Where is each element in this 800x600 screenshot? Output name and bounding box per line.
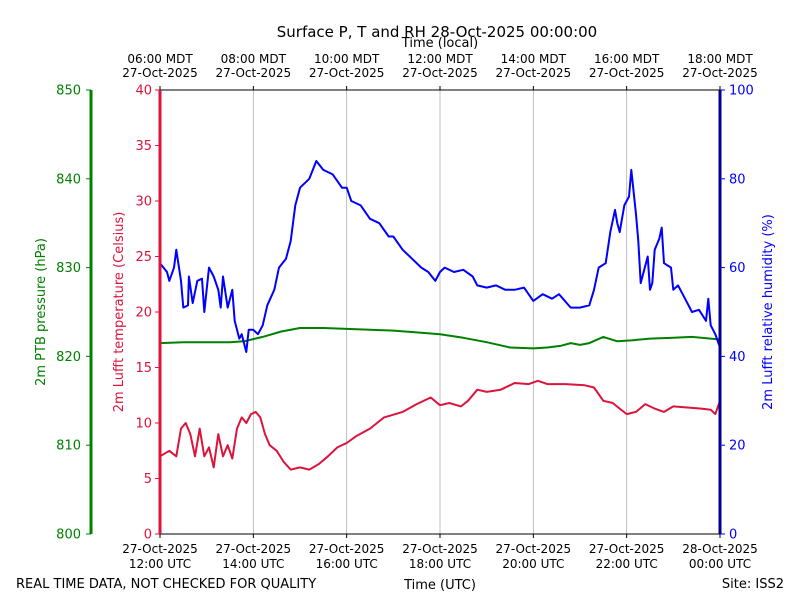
local-tick-time: 12:00 MDT	[407, 52, 473, 66]
utc-tick-date: 28-Oct-2025	[682, 542, 758, 556]
local-tick-date: 27-Oct-2025	[216, 66, 292, 80]
utc-tick-time: 16:00 UTC	[316, 557, 378, 571]
humidity-tick-label: 100	[729, 84, 754, 99]
series-layer	[159, 160, 721, 471]
utc-tick-date: 27-Oct-2025	[589, 542, 665, 556]
local-tick-date: 27-Oct-2025	[122, 66, 198, 80]
humidity-tick-label: 0	[729, 528, 737, 543]
humidity-axis: 0 20 40 60 80 100	[718, 84, 754, 543]
site-label: Site: ISS2	[722, 577, 784, 592]
temperature-tick-label: 25	[135, 250, 152, 265]
temperature-tick-label: 10	[135, 417, 152, 432]
utc-tick-time: 22:00 UTC	[596, 557, 658, 571]
utc-tick-time: 18:00 UTC	[409, 557, 471, 571]
utc-tick-time: 20:00 UTC	[502, 557, 564, 571]
pressure-axis: 800 810 820 830 840 850	[56, 84, 93, 543]
local-tick-time: 16:00 MDT	[594, 52, 660, 66]
pressure-tick-label: 820	[56, 350, 81, 365]
pressure-axis-label: 2m PTB pressure (hPa)	[34, 238, 49, 386]
local-tick-date: 27-Oct-2025	[682, 66, 758, 80]
humidity-line	[159, 160, 721, 353]
temperature-tick-label: 0	[144, 528, 152, 543]
local-tick-time: 06:00 MDT	[127, 52, 193, 66]
utc-tick-time: 12:00 UTC	[129, 557, 191, 571]
humidity-tick-label: 20	[729, 439, 746, 454]
grid-lines	[252, 90, 628, 534]
pressure-tick-label: 800	[56, 528, 81, 543]
utc-tick-date: 27-Oct-2025	[216, 542, 292, 556]
humidity-tick-label: 60	[729, 261, 746, 276]
temperature-tick-label: 15	[135, 361, 152, 376]
local-tick-date: 27-Oct-2025	[496, 66, 572, 80]
temperature-line	[159, 379, 721, 471]
temperature-tick-label: 35	[135, 139, 152, 154]
temperature-tick-label: 5	[144, 472, 152, 487]
temperature-axis-label: 2m Lufft temperature (Celsius)	[112, 212, 127, 413]
utc-tick-time: 00:00 UTC	[689, 557, 751, 571]
local-tick-date: 27-Oct-2025	[402, 66, 478, 80]
humidity-axis-label: 2m Lufft relative humidity (%)	[761, 214, 776, 410]
chart-title: Surface P, T and RH 28-Oct-2025 00:00:00	[277, 23, 597, 41]
utc-time-axis-label: Time (UTC)	[403, 578, 476, 593]
local-time-axis-label: Time (local)	[401, 36, 478, 51]
temperature-axis: 0 5 10 15 20 25 30 35 40	[135, 84, 162, 543]
local-tick-time: 10:00 MDT	[314, 52, 380, 66]
pressure-tick-label: 810	[56, 439, 81, 454]
local-tick-date: 27-Oct-2025	[309, 66, 385, 80]
pressure-tick-label: 850	[56, 84, 81, 99]
pressure-tick-label: 840	[56, 172, 81, 187]
temperature-tick-label: 20	[135, 306, 152, 321]
pressure-tick-label: 830	[56, 261, 81, 276]
local-tick-time: 18:00 MDT	[687, 52, 753, 66]
utc-tick-date: 27-Oct-2025	[496, 542, 572, 556]
temperature-tick-label: 40	[135, 84, 152, 99]
local-tick-date: 27-Oct-2025	[589, 66, 665, 80]
utc-tick-date: 27-Oct-2025	[309, 542, 385, 556]
utc-tick-time: 14:00 UTC	[222, 557, 284, 571]
utc-tick-date: 27-Oct-2025	[402, 542, 478, 556]
humidity-tick-label: 40	[729, 350, 746, 365]
pressure-line	[159, 327, 721, 350]
humidity-tick-label: 80	[729, 172, 746, 187]
local-tick-time: 14:00 MDT	[501, 52, 567, 66]
temperature-tick-label: 30	[135, 195, 152, 210]
utc-tick-date: 27-Oct-2025	[122, 542, 198, 556]
local-tick-time: 08:00 MDT	[221, 52, 287, 66]
quality-warning: REAL TIME DATA, NOT CHECKED FOR QUALITY	[16, 577, 316, 592]
